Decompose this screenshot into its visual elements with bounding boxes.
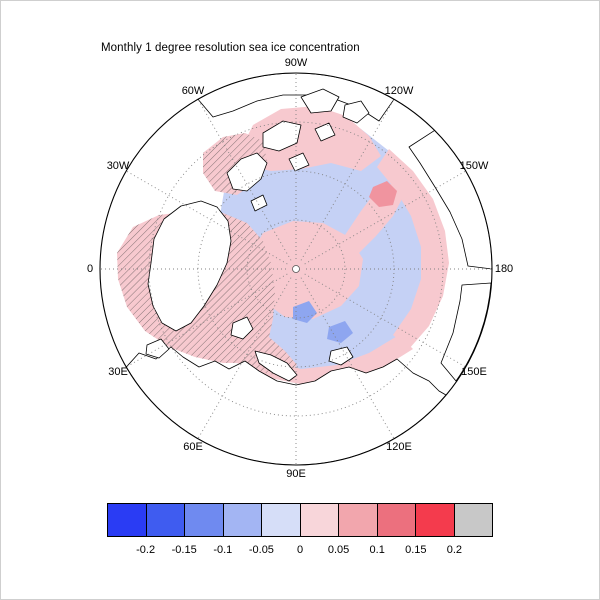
- meridian-120e: [300, 277, 395, 439]
- colorbar-tick-label: 0.1: [369, 544, 385, 556]
- colorbar-segment: [145, 503, 185, 537]
- chukotka-rim: [440, 282, 492, 382]
- lon-label-120e: 120E: [386, 441, 412, 453]
- colorbar-segments: [107, 503, 493, 537]
- colorbar-tick-label: -0.05: [248, 544, 274, 556]
- pole-marker: [292, 265, 300, 273]
- colorbar-tick-label: -0.15: [171, 544, 197, 556]
- lon-label-150e: 150E: [461, 366, 487, 378]
- landmasses: [125, 73, 492, 465]
- severnaya-zemlya: [328, 346, 354, 366]
- meridian-150w: [304, 170, 466, 265]
- colorbar-tick-label: 0.15: [405, 544, 427, 556]
- lon-label-90w: 90W: [284, 57, 308, 69]
- ellesmere-island: [262, 120, 302, 152]
- colorbar-segment: [453, 503, 493, 537]
- colorbar-segment: [338, 503, 378, 537]
- svalbard: [230, 316, 254, 340]
- colorbar-tick-label: -0.1: [213, 544, 233, 556]
- moderate-negative-spot-1: [293, 301, 317, 323]
- colorbar-segment: [415, 503, 455, 537]
- meridian-120w: [300, 99, 395, 261]
- meridian-150e: [304, 273, 466, 368]
- colorbar-segment: [184, 503, 224, 537]
- moderate-positive-spot: [369, 181, 397, 207]
- lon-label-0: 0: [86, 263, 94, 275]
- lon-label-180: 180: [494, 263, 514, 275]
- colorbar-tick-label: -0.2: [136, 544, 156, 556]
- colorbar-segment: [261, 503, 301, 537]
- lon-label-30w: 30W: [106, 160, 130, 172]
- chart-title: Monthly 1 degree resolution sea ice conc…: [101, 42, 360, 54]
- meridian-30w: [126, 170, 288, 265]
- graticule: [100, 73, 492, 465]
- meridian-60e: [197, 277, 292, 439]
- iceland: [145, 338, 170, 359]
- colorbar-tick-label: 0.2: [446, 544, 463, 556]
- banks-island: [342, 100, 370, 124]
- map-boundary-circle: [99, 72, 493, 466]
- lon-label-90e: 90E: [286, 468, 306, 480]
- colorbar-segment: [222, 503, 262, 537]
- meridian-30e: [126, 273, 288, 368]
- weak-positive-pole-patch: [253, 221, 363, 319]
- lon-label-30e: 30E: [108, 366, 128, 378]
- lon-label-60w: 60W: [181, 85, 205, 97]
- colorbar-segment: [299, 503, 339, 537]
- latitude-circle-80n: [246, 219, 346, 319]
- archipelago-islet-2: [314, 122, 336, 142]
- weak-positive-canadian-top: [239, 106, 381, 171]
- moderate-negative-spot-2: [327, 321, 353, 343]
- colorbar-tick-label: 0.05: [327, 544, 350, 556]
- archipelago-islet-3: [250, 194, 268, 212]
- victoria-island: [300, 88, 340, 114]
- meridian-60w: [197, 99, 292, 261]
- novaya-zemlya: [254, 350, 298, 382]
- colorbar-ticks: -0.2 -0.15 -0.1 -0.05 0 0.05 0.1 0.15 0.2: [107, 544, 493, 560]
- greenland: [147, 200, 232, 332]
- lon-label-60e: 60E: [183, 441, 203, 453]
- colorbar-segment: [107, 503, 147, 537]
- lon-label-120w: 120W: [384, 85, 414, 97]
- lon-label-150w: 150W: [459, 160, 489, 172]
- colorbar-segment: [376, 503, 416, 537]
- baffin-island: [226, 152, 268, 192]
- colorbar: -0.2 -0.15 -0.1 -0.05 0 0.05 0.1 0.15 0.2: [107, 503, 493, 560]
- colorbar-tick-label: 0: [296, 544, 304, 556]
- weak-positive-beaufort-band: [377, 149, 449, 349]
- archipelago-islet-1: [288, 152, 310, 172]
